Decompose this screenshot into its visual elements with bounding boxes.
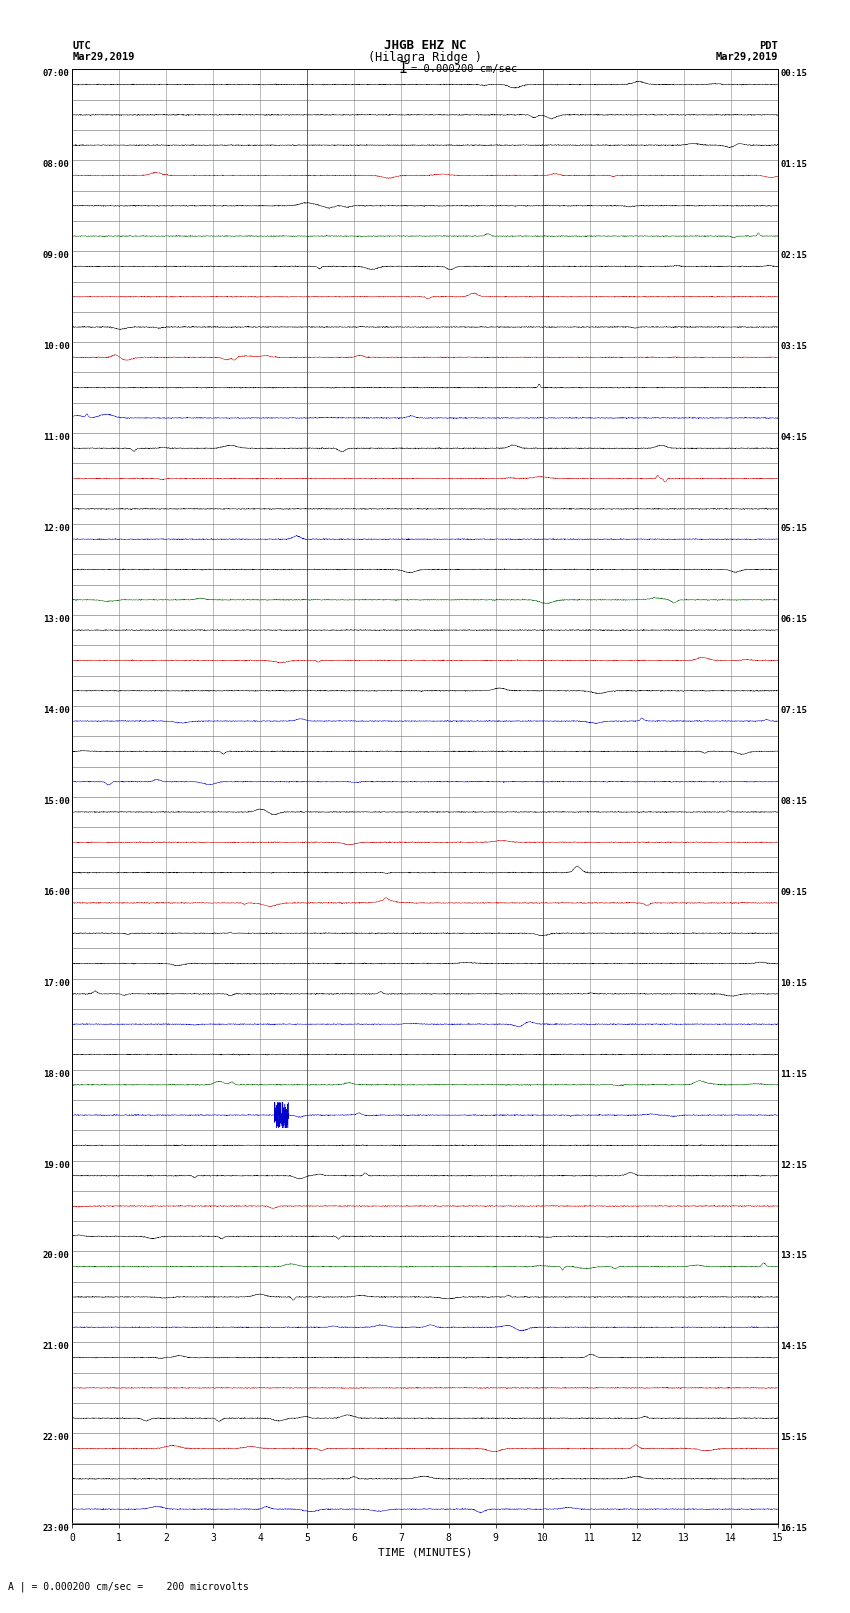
Text: 09:15: 09:15 <box>780 887 808 897</box>
Text: Mar29,2019: Mar29,2019 <box>72 52 135 63</box>
Text: 15:00: 15:00 <box>42 797 70 806</box>
Text: A | = 0.000200 cm/sec =    200 microvolts: A | = 0.000200 cm/sec = 200 microvolts <box>8 1582 249 1592</box>
Text: 14:00: 14:00 <box>42 706 70 715</box>
Text: JHGB EHZ NC: JHGB EHZ NC <box>383 39 467 53</box>
Text: 19:00: 19:00 <box>42 1161 70 1169</box>
Text: 10:15: 10:15 <box>780 979 808 987</box>
Text: Mar29,2019: Mar29,2019 <box>715 52 778 63</box>
Text: 16:00: 16:00 <box>42 887 70 897</box>
Text: 08:00: 08:00 <box>42 160 70 169</box>
Text: 12:00: 12:00 <box>42 524 70 532</box>
Text: 08:15: 08:15 <box>780 797 808 806</box>
Text: 11:00: 11:00 <box>42 434 70 442</box>
Text: 12:15: 12:15 <box>780 1161 808 1169</box>
Text: 09:00: 09:00 <box>42 252 70 260</box>
Text: 02:15: 02:15 <box>780 252 808 260</box>
Text: 13:00: 13:00 <box>42 615 70 624</box>
Text: 07:15: 07:15 <box>780 706 808 715</box>
Text: 23:00: 23:00 <box>42 1524 70 1534</box>
Text: 22:00: 22:00 <box>42 1434 70 1442</box>
Text: 07:00: 07:00 <box>42 69 70 79</box>
Text: 11:15: 11:15 <box>780 1069 808 1079</box>
Text: (Hilagra Ridge ): (Hilagra Ridge ) <box>368 50 482 65</box>
Text: 14:15: 14:15 <box>780 1342 808 1352</box>
Text: 00:15: 00:15 <box>780 69 808 79</box>
Text: 04:15: 04:15 <box>780 434 808 442</box>
Text: UTC: UTC <box>72 40 91 52</box>
Text: 10:00: 10:00 <box>42 342 70 352</box>
Text: 15:15: 15:15 <box>780 1434 808 1442</box>
Text: 06:15: 06:15 <box>780 615 808 624</box>
Text: 13:15: 13:15 <box>780 1252 808 1260</box>
Text: I: I <box>399 61 407 76</box>
Text: 17:00: 17:00 <box>42 979 70 987</box>
Text: = 0.000200 cm/sec: = 0.000200 cm/sec <box>411 63 518 74</box>
Text: 03:15: 03:15 <box>780 342 808 352</box>
Text: 18:00: 18:00 <box>42 1069 70 1079</box>
X-axis label: TIME (MINUTES): TIME (MINUTES) <box>377 1547 473 1558</box>
Text: 01:15: 01:15 <box>780 160 808 169</box>
Text: 16:15: 16:15 <box>780 1524 808 1534</box>
Text: 05:15: 05:15 <box>780 524 808 532</box>
Text: 21:00: 21:00 <box>42 1342 70 1352</box>
Text: 20:00: 20:00 <box>42 1252 70 1260</box>
Text: PDT: PDT <box>759 40 778 52</box>
